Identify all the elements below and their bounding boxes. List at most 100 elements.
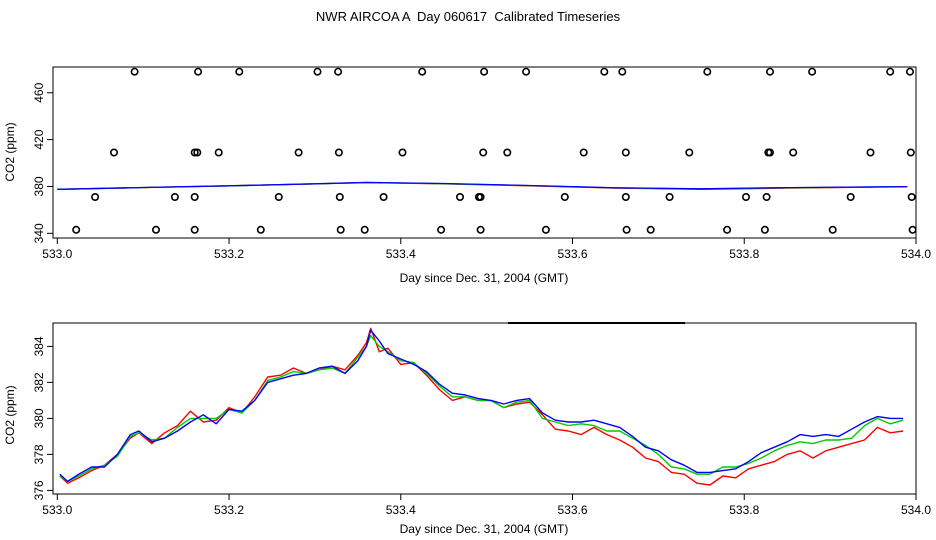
data-point-marker [214, 148, 223, 157]
data-point-marker [360, 225, 369, 234]
bottom-x-axis: 533.0 533.2 533.4 533.6 533.8 534.0 [42, 494, 931, 517]
bottom-y-axis: 376 378 380 382 384 [32, 336, 53, 500]
bottom-x-tick-label: 533.2 [214, 503, 244, 517]
top-x-tick-label: 533.6 [558, 247, 588, 261]
data-point-marker [313, 67, 322, 76]
bottom-y-tick-label: 380 [32, 408, 46, 428]
data-point-marker [130, 67, 139, 76]
bottom-x-axis-title: Day since Dec. 31, 2004 (GMT) [400, 522, 569, 536]
data-point-marker [110, 148, 119, 157]
data-point-marker [760, 225, 769, 234]
top-y-tick-label: 460 [32, 82, 46, 102]
data-point-marker [334, 148, 343, 157]
top-y-axis-title: CO2 (ppm) [3, 122, 17, 181]
data-point-marker [476, 225, 485, 234]
data-point-marker [808, 67, 817, 76]
bottom-y-tick-label: 382 [32, 372, 46, 392]
data-point-marker [685, 148, 694, 157]
bottom-x-tick-label: 534.0 [901, 503, 931, 517]
bottom-x-tick-label: 533.6 [558, 503, 588, 517]
data-point-marker [190, 193, 199, 202]
data-point-marker [665, 193, 674, 202]
data-point-marker [765, 67, 774, 76]
top-y-tick-label: 340 [32, 223, 46, 243]
top-series [57, 181, 908, 191]
data-point-marker [190, 225, 199, 234]
data-point-marker [622, 225, 631, 234]
top-x-axis: 533.0 533.2 533.4 533.6 533.8 534.0 [42, 238, 931, 261]
data-point-marker [379, 193, 388, 202]
data-point-marker [455, 193, 464, 202]
data-point-marker [886, 67, 895, 76]
data-point-marker [235, 67, 244, 76]
data-point-marker [908, 225, 917, 234]
data-point-marker [91, 193, 100, 202]
data-point-marker [621, 148, 630, 157]
data-point-marker [336, 225, 345, 234]
data-point-marker [906, 148, 915, 157]
bottom-y-tick-label: 384 [32, 336, 46, 356]
data-point-marker [646, 225, 655, 234]
data-point-marker [560, 193, 569, 202]
top-series-line-2 [57, 181, 908, 190]
data-point-marker [480, 67, 489, 76]
data-point-marker [256, 225, 265, 234]
data-point-marker [294, 148, 303, 157]
data-point-marker [193, 148, 202, 157]
bottom-panel: 533.0 533.2 533.4 533.6 533.8 534.0 376 378 380… [3, 322, 931, 536]
data-point-marker [762, 193, 771, 202]
bottom-series-line-0 [59, 327, 904, 486]
data-point-marker [723, 225, 732, 234]
bottom-x-tick-label: 533.8 [729, 503, 759, 517]
data-point-marker [765, 148, 774, 157]
data-point-marker [152, 225, 161, 234]
bottom-plot-frame [52, 322, 917, 495]
bottom-y-tick-label: 378 [32, 444, 46, 464]
bottom-y-tick-label: 376 [32, 480, 46, 500]
data-point-marker [579, 148, 588, 157]
data-point-marker [600, 67, 609, 76]
data-point-marker [503, 148, 512, 157]
data-point-marker [905, 67, 914, 76]
data-point-marker [398, 148, 407, 157]
data-point-marker [72, 225, 81, 234]
data-point-marker [479, 148, 488, 157]
top-x-tick-label: 533.8 [729, 247, 759, 261]
data-point-marker [190, 148, 199, 157]
data-point-marker [789, 148, 798, 157]
data-point-marker [846, 193, 855, 202]
data-point-marker [334, 67, 343, 76]
bottom-x-tick-label: 533.0 [42, 503, 72, 517]
data-point-marker [828, 225, 837, 234]
data-point-marker [170, 193, 179, 202]
top-y-tick-label: 380 [32, 176, 46, 196]
data-point-marker [474, 193, 483, 202]
top-y-axis: 340 380 420 460 [32, 82, 53, 243]
data-point-marker [741, 193, 750, 202]
data-point-marker [907, 193, 916, 202]
data-point-marker [418, 67, 427, 76]
top-x-tick-label: 533.4 [386, 247, 416, 261]
data-point-marker [522, 67, 531, 76]
bottom-y-axis-title: CO2 (ppm) [3, 385, 17, 444]
top-x-tick-label: 533.2 [214, 247, 244, 261]
bottom-series [59, 327, 904, 486]
data-point-marker [437, 225, 446, 234]
top-x-tick-label: 534.0 [901, 247, 931, 261]
bottom-series-line-2 [59, 329, 904, 483]
top-x-tick-label: 533.0 [42, 247, 72, 261]
bottom-series-line-1 [59, 334, 904, 483]
data-point-marker [274, 193, 283, 202]
data-point-marker [703, 67, 712, 76]
top-x-axis-title: Day since Dec. 31, 2004 (GMT) [400, 271, 569, 285]
top-panel: 533.0 533.2 533.4 533.6 533.8 534.0 340 380 420… [3, 66, 931, 285]
page-title: NWR AIRCOA A Day 060617 Calibrated Times… [315, 9, 621, 24]
data-point-marker [541, 225, 550, 234]
data-point-marker [866, 148, 875, 157]
top-plot-frame [52, 66, 917, 239]
top-y-tick-label: 420 [32, 129, 46, 149]
data-point-marker [335, 193, 344, 202]
data-point-marker [194, 67, 203, 76]
top-markers [72, 67, 917, 234]
